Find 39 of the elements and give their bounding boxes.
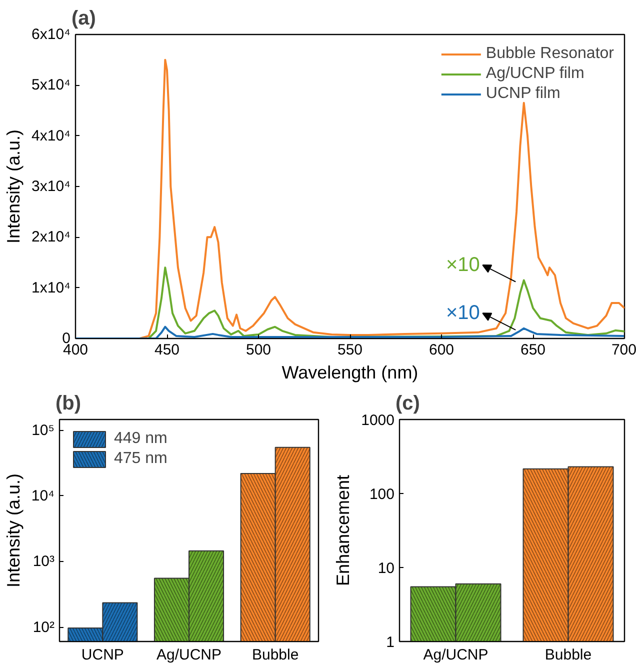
chart-title: (a) <box>72 8 96 30</box>
x-tick-label: Bubble <box>252 646 299 664</box>
chart-title: (c) <box>396 392 420 414</box>
legend-label: Bubble Resonator <box>486 45 614 63</box>
y-tick-label: 10⁴ <box>31 487 55 504</box>
y-tick-label: 10 <box>378 560 395 577</box>
legend-label: 449 nm <box>114 430 168 448</box>
legend-label: Ag/UCNP film <box>486 65 584 83</box>
legend-label: UCNP film <box>486 85 560 103</box>
y-axis-title: Intensity (a.u.) <box>4 129 24 244</box>
y-tick-label: 1000 <box>361 412 395 429</box>
legend-label: 475 nm <box>114 450 168 468</box>
y-tick-label: 6x10⁴ <box>32 26 71 43</box>
x-axis-title: Wavelength (nm) <box>282 362 418 382</box>
x-tick-label: 700 <box>611 342 636 358</box>
y-tick-label: 3x10⁴ <box>32 178 71 195</box>
y-tick-label: 10³ <box>32 553 55 570</box>
x-tick-label: 550 <box>337 342 363 358</box>
y-tick-label: 2x10⁴ <box>32 228 71 246</box>
annotation: ×10 <box>446 302 480 324</box>
annotation: ×10 <box>446 254 480 276</box>
x-tick-label: Bubble <box>544 646 592 664</box>
x-tick-label: 450 <box>154 342 180 358</box>
x-tick-label: 650 <box>520 342 546 358</box>
y-axis-title: Enhancement <box>333 474 354 586</box>
y-tick-label: 4x10⁴ <box>32 127 71 144</box>
y-tick-label: 1 <box>386 634 394 651</box>
x-tick-label: 500 <box>246 342 272 358</box>
y-tick-label: 5x10⁴ <box>32 76 71 94</box>
y-tick-label: 10⁵ <box>32 422 55 439</box>
y-tick-label: 1x10⁴ <box>32 279 71 296</box>
x-tick-label: Ag/UCNP <box>423 646 488 664</box>
x-tick-label: Ag/UCNP <box>156 646 222 664</box>
x-tick-label: 600 <box>428 342 454 358</box>
y-tick-label: 100 <box>369 486 395 503</box>
y-axis-title: Intensity (a.u.) <box>3 473 24 588</box>
y-tick-label: 10² <box>32 618 55 636</box>
x-tick-label: UCNP <box>81 646 124 664</box>
chart-title: (b) <box>56 392 82 414</box>
